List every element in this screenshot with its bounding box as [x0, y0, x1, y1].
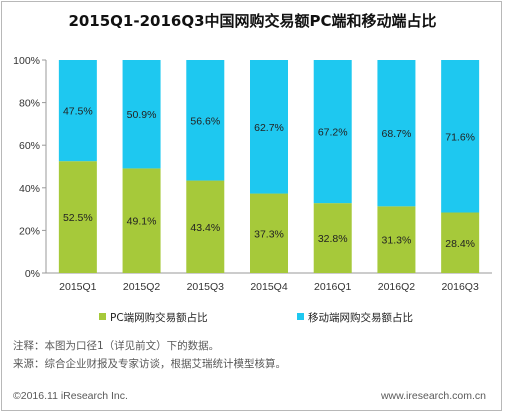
copyright: ©2016.11 iResearch Inc. — [13, 390, 128, 402]
data-label-mobile: 67.2% — [318, 127, 348, 139]
note-scope: 注释：本图为口径1（详见前文）下的数据。 — [13, 340, 220, 352]
data-label-pc: 28.4% — [445, 238, 475, 250]
y-tick-label: 0% — [25, 268, 40, 280]
note-source: 来源：综合企业财报及专家访谈，根据艾瑞统计模型核算。 — [13, 358, 286, 370]
x-tick-label: 2015Q3 — [187, 281, 225, 293]
bar-pc — [441, 212, 480, 273]
y-tick-label: 20% — [19, 225, 40, 237]
data-label-pc: 52.5% — [63, 212, 93, 224]
bar-pc — [186, 180, 225, 273]
bar-mobile — [122, 60, 161, 169]
chart-title: 2015Q1-2016Q3中国网购交易额PC端和移动端占比 — [68, 12, 437, 30]
x-tick-label: 2016Q3 — [441, 281, 479, 293]
bar-pc — [250, 193, 288, 273]
x-tick-label: 2015Q2 — [123, 281, 161, 293]
data-label-mobile: 68.7% — [382, 128, 412, 140]
data-label-pc: 37.3% — [254, 228, 284, 240]
data-label-pc: 31.3% — [382, 235, 412, 247]
legend-label-mobile: 移动端网购交易额占比 — [308, 311, 413, 324]
stacked-bar-chart: 0% 20% 40% 60% 80% 100% 52.5% 47.5% 2015Q1 49.1% 5… — [13, 55, 492, 324]
data-label-mobile: 71.6% — [445, 131, 475, 143]
data-label-pc: 43.4% — [190, 222, 220, 234]
bar-mobile — [441, 60, 480, 213]
y-tick-label: 60% — [19, 140, 40, 152]
bar-pc — [313, 203, 352, 273]
y-tick-label: 80% — [19, 98, 40, 110]
x-tick-label: 2016Q2 — [378, 281, 416, 293]
data-label-pc: 32.8% — [318, 233, 348, 245]
y-tick-label: 100% — [13, 55, 40, 67]
data-label-mobile: 50.9% — [127, 109, 157, 121]
website: www.iresearch.com.cn — [380, 390, 486, 402]
bar-pc — [377, 206, 416, 273]
bar-mobile — [186, 60, 225, 181]
x-tick-label: 2015Q1 — [59, 281, 97, 293]
bar-mobile — [377, 60, 416, 207]
x-tick-label: 2016Q1 — [314, 281, 352, 293]
legend-swatch-pc — [99, 313, 106, 320]
x-tick-label: 2015Q4 — [250, 281, 288, 293]
bar-pc — [58, 161, 97, 273]
bar-mobile — [58, 60, 97, 162]
data-label-pc: 49.1% — [127, 216, 157, 228]
bar-pc — [122, 168, 161, 273]
data-label-mobile: 47.5% — [63, 106, 93, 118]
data-label-mobile: 62.7% — [254, 122, 284, 134]
bar-mobile — [313, 60, 352, 204]
legend-label-pc: PC端网购交易额占比 — [110, 311, 208, 324]
data-label-mobile: 56.6% — [190, 115, 220, 127]
notes: 注释：本图为口径1（详见前文）下的数据。 来源：综合企业财报及专家访谈，根据艾瑞… — [13, 337, 286, 373]
bar-mobile — [250, 60, 288, 194]
legend-swatch-mobile — [297, 313, 304, 320]
y-tick-label: 40% — [19, 183, 40, 195]
